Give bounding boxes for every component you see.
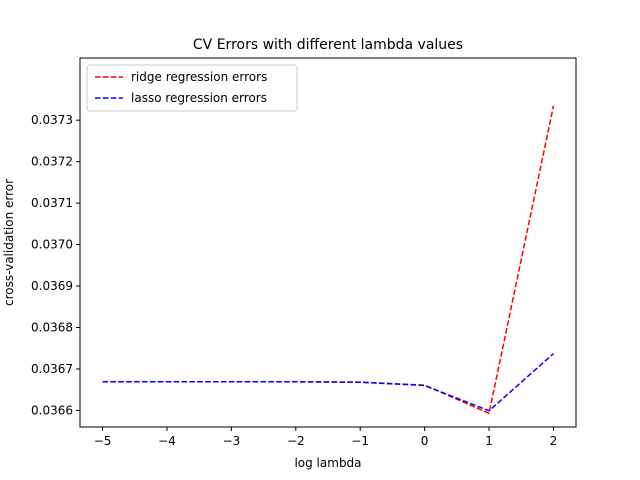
legend: ridge regression errors lasso regression … — [86, 64, 298, 112]
x-tick-label: −1 — [351, 434, 369, 448]
legend-box — [86, 64, 298, 112]
x-tick-label: −4 — [158, 434, 176, 448]
y-tick-label: 0.0367 — [31, 362, 73, 376]
y-tick-label: 0.0370 — [31, 238, 73, 252]
y-tick-label: 0.0372 — [31, 155, 73, 169]
legend-label-ridge: ridge regression errors — [131, 70, 267, 84]
y-axis-title: cross-validation error — [2, 179, 16, 306]
y-tick-label: 0.0366 — [31, 403, 73, 417]
y-tick-label: 0.0373 — [31, 113, 73, 127]
x-tick-label: −2 — [287, 434, 305, 448]
plot-frame — [79, 57, 577, 428]
series-line-lasso — [102, 353, 554, 412]
x-tick-label: −5 — [94, 434, 112, 448]
y-tick-label: 0.0368 — [31, 320, 73, 334]
chart-title: CV Errors with different lambda values — [193, 37, 463, 53]
x-tick-label: 2 — [550, 434, 558, 448]
legend-label-lasso: lasso regression errors — [131, 91, 267, 105]
x-axis: −5 −4 −3 −2 −1 0 1 2 — [94, 427, 558, 448]
x-tick-label: −3 — [223, 434, 241, 448]
x-tick-label: 1 — [485, 434, 493, 448]
y-tick-label: 0.0371 — [31, 196, 73, 210]
x-tick-label: 0 — [421, 434, 429, 448]
series-layer — [102, 105, 555, 415]
y-tick-label: 0.0369 — [31, 279, 73, 293]
y-axis: 0.0366 0.0367 0.0368 0.0369 0.0370 0.0371 0.03… — [31, 113, 80, 417]
plot-area — [80, 58, 576, 427]
x-axis-title: log lambda — [294, 456, 361, 470]
